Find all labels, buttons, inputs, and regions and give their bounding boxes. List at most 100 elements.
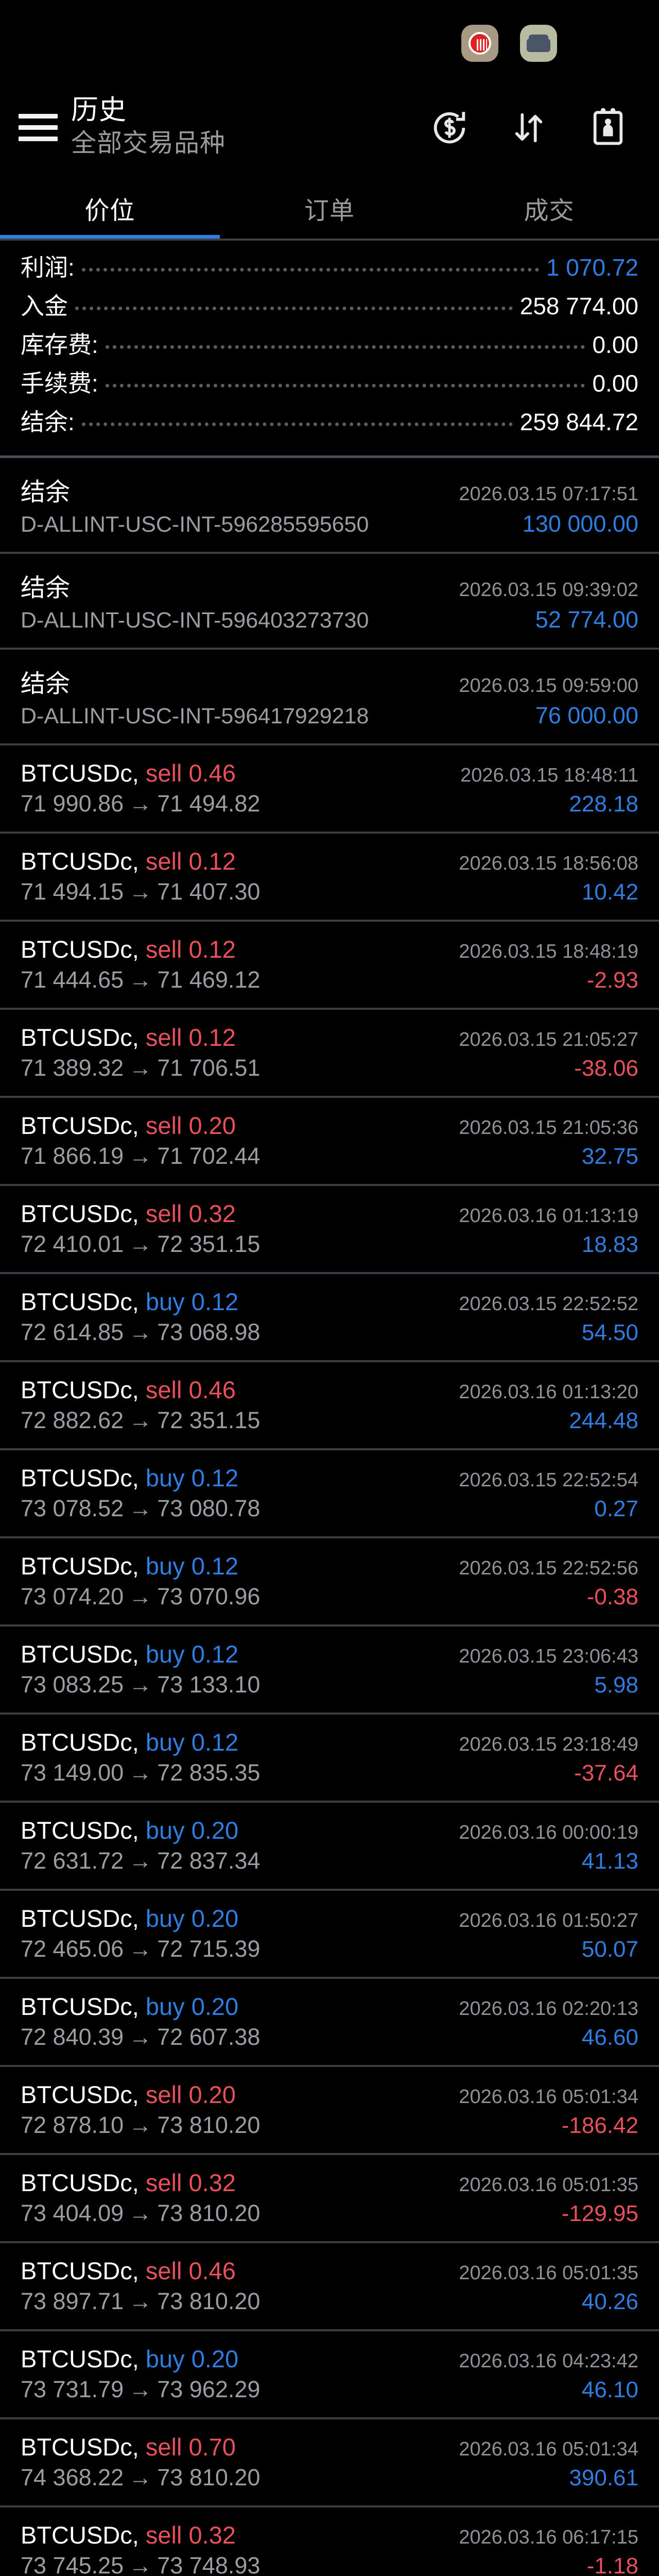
trade-row[interactable]: BTCUSDc, buy 0.12 2026.03.15 23:06:43 73 0… <box>0 1626 659 1715</box>
trade-symbol: BTCUSDc, <box>21 936 139 963</box>
trade-prices: 72 882.62 → 72 351.15 <box>21 1407 260 1434</box>
trade-time: 2026.03.15 18:48:11 <box>460 765 638 786</box>
trade-row[interactable]: BTCUSDc, sell 0.46 2026.03.15 18:48:11 71 … <box>0 745 659 834</box>
trade-profit: -2.93 <box>586 968 638 993</box>
trade-close-price: 71 469.12 <box>157 967 261 993</box>
trade-side: buy <box>145 1993 185 2020</box>
hamburger-icon[interactable] <box>19 107 60 148</box>
trade-row[interactable]: BTCUSDc, sell 0.12 2026.03.15 18:48:19 71 … <box>0 922 659 1010</box>
trade-open-price: 72 878.10 <box>21 2112 124 2138</box>
trade-open-price: 71 444.65 <box>21 967 124 993</box>
trade-symbol: BTCUSDc, <box>21 2081 139 2108</box>
tab-prices[interactable]: 价位 <box>0 178 220 239</box>
trade-profit: -1.18 <box>586 2553 638 2576</box>
trade-profit: 244.48 <box>569 1408 638 1433</box>
balance-time: 2026.03.15 09:39:02 <box>459 579 638 601</box>
arrow-right-icon: → <box>129 1407 152 1433</box>
trade-row[interactable]: BTCUSDc, sell 0.46 2026.03.16 05:01:35 73 … <box>0 2243 659 2331</box>
trade-row[interactable]: BTCUSDc, sell 0.32 2026.03.16 01:13:19 72 … <box>0 1186 659 1274</box>
trade-time: 2026.03.16 06:17:15 <box>459 2527 638 2548</box>
tab-orders[interactable]: 订单 <box>220 178 440 239</box>
trade-prices: 73 074.20 → 73 070.96 <box>21 1583 260 1610</box>
leader-dots <box>81 422 513 426</box>
trade-symbol: BTCUSDc, <box>21 1640 139 1668</box>
balance-title: 结余 <box>21 479 71 506</box>
trade-side: sell <box>145 936 182 963</box>
trade-close-price: 73 962.29 <box>157 2376 261 2402</box>
trade-side: sell <box>145 2257 182 2284</box>
trade-close-price: 71 494.82 <box>157 790 261 817</box>
trade-prices: 73 745.25 → 73 748.93 <box>21 2552 260 2576</box>
trade-profit: 50.07 <box>581 1937 638 1962</box>
currency-refresh-icon[interactable] <box>427 106 472 150</box>
trade-time: 2026.03.15 18:48:19 <box>459 941 638 962</box>
trade-open-price: 73 745.25 <box>21 2552 124 2576</box>
balance-row[interactable]: 结余 2026.03.15 07:17:51 D-ALLINT-USC-INT-59… <box>0 458 659 554</box>
trade-symbol-side: BTCUSDc, buy 0.12 <box>21 1287 238 1316</box>
summary-row-commission: 手续费: 0.00 <box>21 365 638 403</box>
trade-prices: 71 990.86 → 71 494.82 <box>21 790 260 817</box>
trade-open-price: 71 866.19 <box>21 1143 124 1169</box>
trade-profit: 228.18 <box>569 791 638 817</box>
trade-row[interactable]: BTCUSDc, buy 0.12 2026.03.15 22:52:56 73 0… <box>0 1538 659 1626</box>
trade-time: 2026.03.15 23:06:43 <box>459 1646 638 1667</box>
trade-symbol-side: BTCUSDc, buy 0.20 <box>21 1904 238 1933</box>
trade-volume: 0.32 <box>188 2521 236 2549</box>
trade-row[interactable]: BTCUSDc, buy 0.12 2026.03.15 22:52:52 72 6… <box>0 1274 659 1362</box>
trade-row[interactable]: BTCUSDc, sell 0.46 2026.03.16 01:13:20 72 … <box>0 1362 659 1450</box>
trade-volume: 0.70 <box>188 2433 236 2461</box>
trade-profit: 0.27 <box>594 1496 638 1521</box>
trade-time: 2026.03.16 02:20:13 <box>459 1998 638 2020</box>
trade-symbol-side: BTCUSDc, sell 0.32 <box>21 1199 236 1228</box>
trade-row[interactable]: BTCUSDc, buy 0.20 2026.03.16 00:00:19 72 6… <box>0 1803 659 1891</box>
trade-side: sell <box>145 1200 182 1227</box>
trade-symbol-side: BTCUSDc, sell 0.12 <box>21 1023 236 1052</box>
arrow-right-icon: → <box>129 2024 152 2050</box>
trade-row[interactable]: BTCUSDc, buy 0.12 2026.03.15 23:18:49 73 1… <box>0 1715 659 1803</box>
trade-volume: 0.20 <box>188 2081 236 2108</box>
trade-close-price: 73 133.10 <box>157 1671 261 1698</box>
trade-close-price: 73 070.96 <box>157 1583 261 1609</box>
tab-active-indicator <box>0 235 220 239</box>
trade-volume: 0.12 <box>188 936 236 963</box>
trade-symbol: BTCUSDc, <box>21 1905 139 1932</box>
trade-profit: -186.42 <box>561 2113 638 2138</box>
balance-row[interactable]: 结余 2026.03.15 09:39:02 D-ALLINT-USC-INT-59… <box>0 554 659 650</box>
calendar-icon[interactable] <box>586 106 630 150</box>
trade-open-price: 72 631.72 <box>21 1848 124 1874</box>
trade-row[interactable]: BTCUSDc, sell 0.70 2026.03.16 05:01:34 74 … <box>0 2419 659 2507</box>
trade-open-price: 71 494.15 <box>21 878 124 905</box>
trade-close-price: 73 810.20 <box>157 2200 261 2226</box>
app-bar-actions <box>427 106 630 150</box>
trade-row[interactable]: BTCUSDc, buy 0.12 2026.03.15 22:52:54 73 0… <box>0 1450 659 1538</box>
tab-deals[interactable]: 成交 <box>439 178 659 239</box>
trade-symbol-side: BTCUSDc, buy 0.12 <box>21 1464 238 1492</box>
trade-row[interactable]: BTCUSDc, buy 0.20 2026.03.16 01:50:27 72 4… <box>0 1891 659 1979</box>
arrow-right-icon: → <box>129 2200 152 2226</box>
trade-row[interactable]: BTCUSDc, sell 0.32 2026.03.16 05:01:35 73 … <box>0 2155 659 2243</box>
summary-row-swap: 库存费: 0.00 <box>21 326 638 365</box>
balance-row[interactable]: 结余 2026.03.15 09:59:00 D-ALLINT-USC-INT-59… <box>0 650 659 745</box>
trade-prices: 73 404.09 → 73 810.20 <box>21 2200 260 2227</box>
arrow-right-icon: → <box>129 1848 152 1874</box>
trade-row[interactable]: BTCUSDc, buy 0.20 2026.03.16 04:23:42 73 7… <box>0 2331 659 2419</box>
trade-row[interactable]: BTCUSDc, sell 0.20 2026.03.16 05:01:34 72 … <box>0 2067 659 2155</box>
trade-profit: -129.95 <box>561 2201 638 2226</box>
trade-open-price: 71 990.86 <box>21 790 124 817</box>
trade-row[interactable]: BTCUSDc, sell 0.32 2026.03.16 06:17:15 73 … <box>0 2507 659 2576</box>
sort-arrows-icon[interactable] <box>507 106 551 150</box>
tab-label: 价位 <box>84 197 135 225</box>
trade-profit: 54.50 <box>581 1320 638 1345</box>
trade-row[interactable]: BTCUSDc, sell 0.12 2026.03.15 21:05:27 71 … <box>0 1010 659 1098</box>
trade-open-price: 73 074.20 <box>21 1583 124 1609</box>
trade-profit: 32.75 <box>581 1144 638 1169</box>
trade-close-price: 72 351.15 <box>157 1407 261 1433</box>
trade-row[interactable]: BTCUSDc, buy 0.20 2026.03.16 02:20:13 72 8… <box>0 1979 659 2067</box>
arrow-right-icon: → <box>129 2376 152 2402</box>
trade-time: 2026.03.16 05:01:34 <box>459 2438 638 2460</box>
trade-symbol: BTCUSDc, <box>21 1993 139 2020</box>
trade-row[interactable]: BTCUSDc, sell 0.12 2026.03.15 18:56:08 71 … <box>0 834 659 922</box>
trade-row[interactable]: BTCUSDc, sell 0.20 2026.03.15 21:05:36 71 … <box>0 1098 659 1186</box>
arrow-right-icon: → <box>129 1936 152 1962</box>
trade-prices: 73 731.79 → 73 962.29 <box>21 2376 260 2403</box>
